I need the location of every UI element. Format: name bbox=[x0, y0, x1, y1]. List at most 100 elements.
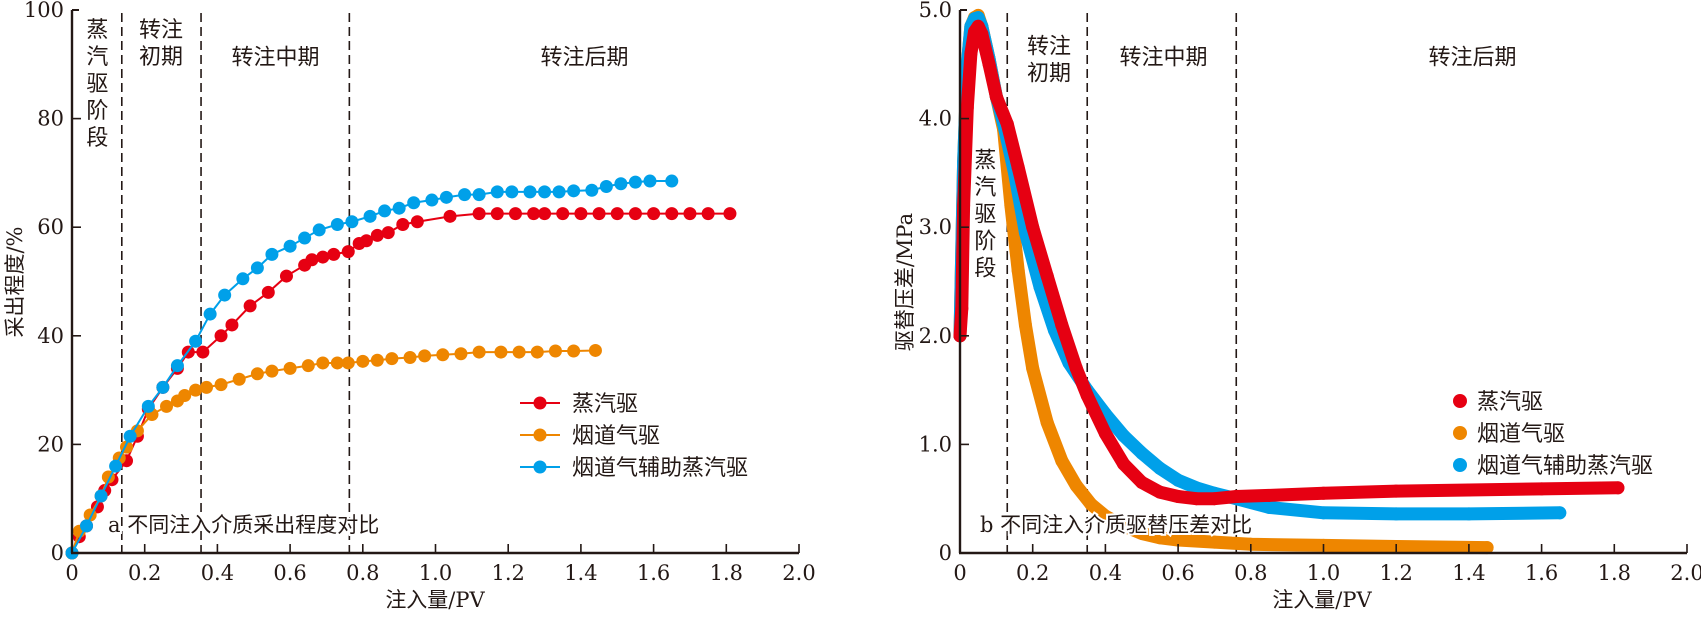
data-point bbox=[236, 272, 250, 286]
x-tick-label: 0.4 bbox=[1089, 561, 1122, 585]
data-point bbox=[548, 344, 562, 358]
data-point bbox=[407, 196, 421, 210]
y-tick-label: 100 bbox=[24, 0, 64, 22]
data-point bbox=[567, 184, 581, 198]
data-point bbox=[1026, 220, 1040, 234]
x-axis-label: 注入量/PV bbox=[385, 588, 485, 612]
stage-label: 初期 bbox=[1027, 61, 1071, 86]
data-point bbox=[494, 345, 508, 359]
data-point bbox=[1262, 488, 1276, 502]
data-point bbox=[316, 250, 330, 264]
y-axis-label: 采出程度/% bbox=[3, 226, 27, 337]
data-point bbox=[178, 389, 192, 403]
data-point bbox=[1011, 160, 1025, 174]
data-point bbox=[1153, 531, 1167, 545]
data-point bbox=[1135, 526, 1149, 540]
data-point bbox=[1189, 481, 1203, 495]
data-point bbox=[1207, 535, 1221, 549]
data-point bbox=[436, 348, 450, 362]
legend-label: 蒸汽驱 bbox=[572, 392, 638, 417]
data-point bbox=[1317, 486, 1330, 500]
data-point bbox=[1389, 507, 1403, 521]
data-point bbox=[94, 489, 108, 503]
chart-caption: a 不同注入介质采出程度对比 bbox=[108, 513, 379, 537]
data-point bbox=[538, 207, 552, 221]
legend-label: 烟道气驱 bbox=[572, 424, 660, 449]
data-point bbox=[141, 399, 155, 413]
data-point bbox=[301, 359, 315, 373]
x-tick-label: 1.0 bbox=[419, 561, 452, 585]
data-point bbox=[214, 329, 228, 343]
series-line bbox=[71, 212, 730, 554]
data-point bbox=[1080, 389, 1094, 403]
x-tick-label: 0 bbox=[65, 561, 78, 585]
x-tick-label: 0.2 bbox=[1016, 561, 1049, 585]
x-tick-label: 1.2 bbox=[491, 561, 524, 585]
data-point bbox=[403, 351, 417, 365]
data-point bbox=[1117, 457, 1131, 471]
data-point bbox=[665, 174, 679, 188]
data-point bbox=[964, 46, 978, 60]
legend-item: 蒸汽驱 bbox=[520, 392, 638, 417]
data-point bbox=[312, 223, 326, 237]
data-point bbox=[723, 207, 737, 221]
stage-label-char: 阶 bbox=[974, 229, 996, 254]
legend-marker bbox=[1453, 426, 1467, 440]
data-point bbox=[1000, 117, 1014, 131]
stage-label: 转注中期 bbox=[232, 45, 320, 70]
data-point bbox=[218, 288, 232, 302]
x-tick-label: 1.0 bbox=[1307, 561, 1340, 585]
stage-label: 转注后期 bbox=[1429, 45, 1517, 70]
data-point bbox=[538, 185, 552, 199]
data-point bbox=[1135, 475, 1149, 489]
data-point bbox=[1069, 361, 1083, 375]
stage-label: 转注 bbox=[139, 18, 183, 43]
y-tick-label: 1.0 bbox=[919, 432, 952, 456]
legend-marker bbox=[533, 396, 547, 410]
data-point bbox=[574, 207, 588, 221]
series-2 bbox=[65, 343, 602, 560]
data-point bbox=[1117, 519, 1131, 533]
data-point bbox=[345, 215, 359, 229]
data-point bbox=[378, 204, 392, 218]
data-point bbox=[327, 247, 341, 261]
x-tick-label: 0.6 bbox=[273, 561, 306, 585]
y-tick-label: 0 bbox=[939, 541, 952, 565]
data-point bbox=[505, 185, 519, 199]
x-tick-label: 1.6 bbox=[1525, 561, 1558, 585]
data-point bbox=[410, 215, 424, 229]
series-1 bbox=[953, 19, 1625, 506]
y-tick-label: 0 bbox=[51, 541, 64, 565]
series-3 bbox=[65, 174, 679, 560]
data-point bbox=[1389, 484, 1403, 498]
x-tick-label: 0 bbox=[953, 561, 966, 585]
data-point bbox=[512, 345, 526, 359]
data-point bbox=[370, 228, 384, 242]
x-tick-label: 1.4 bbox=[1452, 561, 1485, 585]
data-point bbox=[189, 334, 203, 348]
data-point bbox=[261, 285, 275, 299]
data-point bbox=[1084, 497, 1098, 511]
data-point bbox=[385, 352, 399, 366]
data-point bbox=[1135, 446, 1149, 460]
y-tick-label: 80 bbox=[37, 107, 64, 131]
data-point bbox=[472, 345, 486, 359]
legend-item: 烟道气辅助蒸汽驱 bbox=[520, 456, 748, 481]
data-point bbox=[160, 399, 174, 413]
data-point bbox=[701, 207, 715, 221]
data-point bbox=[599, 179, 613, 193]
data-point bbox=[1153, 461, 1167, 475]
stage-label: 初期 bbox=[139, 45, 183, 70]
data-point bbox=[490, 207, 504, 221]
data-point bbox=[527, 207, 541, 221]
data-point bbox=[341, 356, 355, 370]
data-point bbox=[279, 269, 293, 283]
data-point bbox=[316, 356, 330, 370]
legend-marker bbox=[1453, 458, 1467, 472]
data-point bbox=[109, 459, 123, 473]
stage-label: 转注后期 bbox=[541, 45, 629, 70]
x-tick-label: 1.2 bbox=[1379, 561, 1412, 585]
